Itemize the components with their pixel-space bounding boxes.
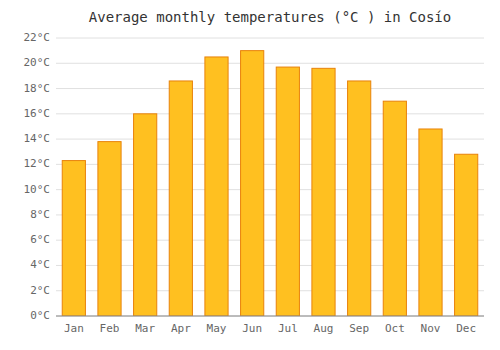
x-tick-label: Feb [100,322,120,335]
x-tick-label: Nov [421,322,441,335]
grid-line [56,88,484,89]
bar [348,81,371,316]
y-tick-label: 0°C [30,309,50,322]
y-tick-label: 22°C [24,31,51,44]
grid-line [56,63,484,64]
bar [455,154,478,316]
x-tick-label: Mar [135,322,155,335]
bars [62,51,478,316]
x-tick-label: Jan [64,322,84,335]
x-tick-label: Jun [242,322,262,335]
chart-svg: Average monthly temperatures (°C ) in Co… [0,0,500,350]
y-tick-label: 6°C [30,233,50,246]
grid-line [56,113,484,114]
bar [419,129,442,316]
bar [312,68,335,316]
bar [276,67,299,316]
chart-container: Average monthly temperatures (°C ) in Co… [0,0,500,350]
y-tick-label: 18°C [24,82,51,95]
bar [98,142,121,316]
bar [205,57,228,316]
x-tick-label: Oct [385,322,405,335]
y-tick-label: 12°C [24,157,51,170]
y-tick-label: 16°C [24,107,51,120]
y-axis: 0°C 2°C 4°C 6°C 8°C 10°C 12°C 14°C 16°C 18°C 20°C 2… [24,31,51,322]
grid-line [56,38,484,39]
x-tick-label: May [207,322,227,335]
bar [169,81,192,316]
y-tick-label: 14°C [24,132,51,145]
x-axis: Jan Feb Mar Apr May Jun Jul Aug Sep Oct Nov Dec [64,322,476,335]
grid [56,38,484,316]
title: Average monthly temperatures (°C ) in Co… [89,9,451,25]
y-tick-label: 20°C [24,56,51,69]
bar [62,161,85,316]
bar [241,51,264,316]
x-tick-label: Apr [171,322,191,335]
bar [383,101,406,316]
bar [134,114,157,316]
y-tick-label: 10°C [24,183,51,196]
y-tick-label: 8°C [30,208,50,221]
x-tick-label: Dec [456,322,476,335]
x-tick-label: Aug [314,322,334,335]
x-tick-label: Sep [349,322,369,335]
y-tick-label: 4°C [30,258,50,271]
x-axis-line [56,316,484,317]
grid-line [56,316,484,317]
y-tick-label: 2°C [30,284,50,297]
x-tick-label: Jul [278,322,298,335]
